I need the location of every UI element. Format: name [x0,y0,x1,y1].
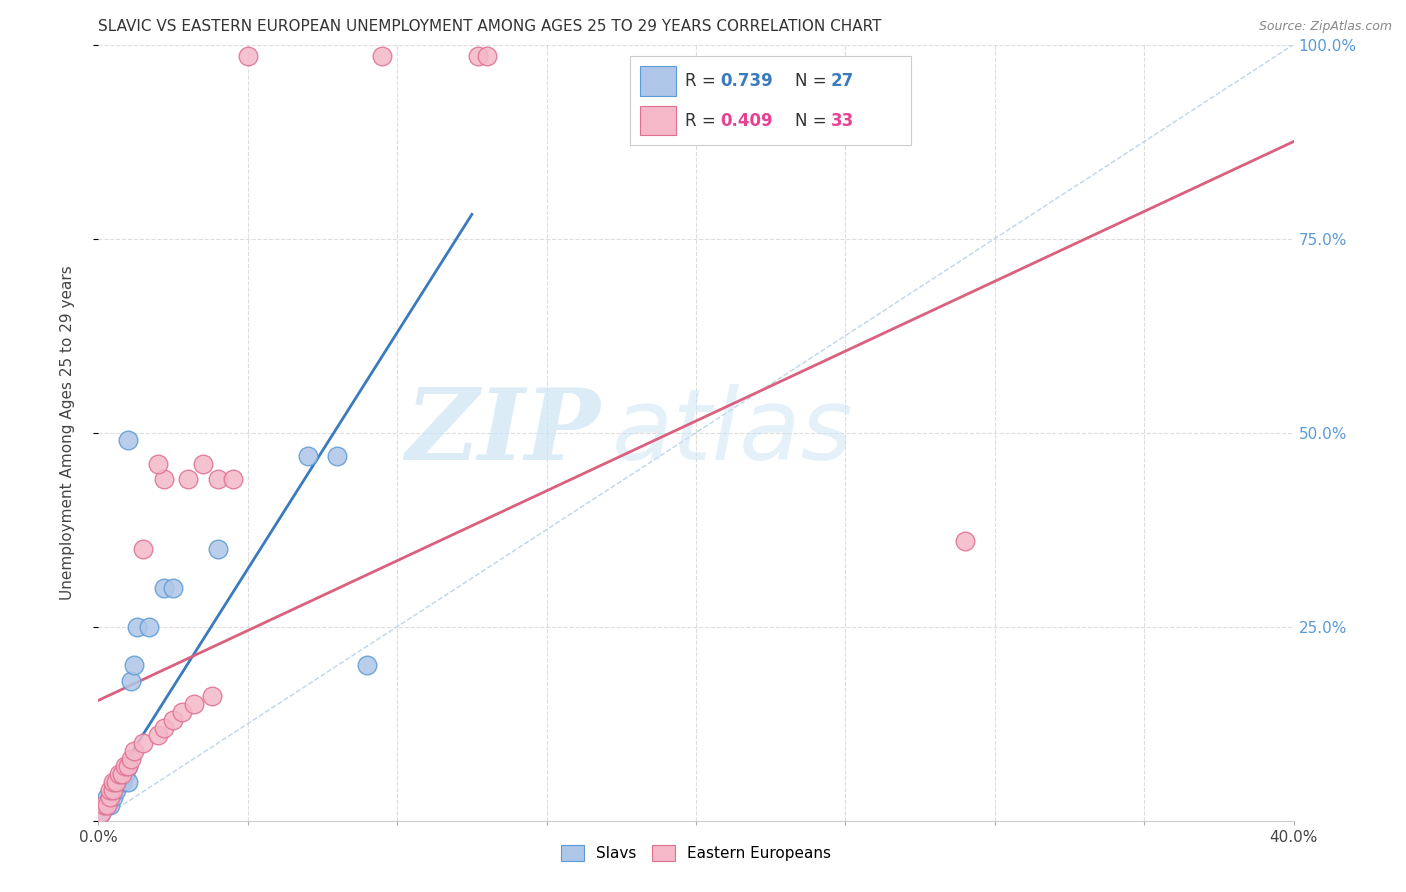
Point [127,620,149,634]
Point [172,705,194,719]
Y-axis label: Unemployment Among Ages 25 to 29 years: Unemployment Among Ages 25 to 29 years [60,265,75,600]
Point [124,658,146,673]
FancyBboxPatch shape [630,56,911,145]
Point [108,774,131,789]
Point [138,620,160,634]
Point [96,798,118,813]
Point [222,472,245,486]
Point [326,449,349,463]
Point [103,774,125,789]
Point [148,728,170,742]
Text: atlas: atlas [613,384,853,481]
Point [207,472,229,486]
Point [236,49,259,63]
Point [105,774,128,789]
Point [371,49,394,63]
Point [117,434,139,448]
Point [120,673,142,688]
Point [111,767,134,781]
Point [93,798,115,813]
Point [132,736,155,750]
Point [98,782,122,797]
Point [103,782,125,797]
Text: N =: N = [796,72,832,90]
Point [98,798,122,813]
FancyBboxPatch shape [640,106,676,136]
Point [114,759,136,773]
Point [117,759,139,773]
FancyBboxPatch shape [640,66,676,95]
Point [93,798,115,813]
Point [108,767,131,781]
Point [111,767,134,781]
Point [120,751,142,765]
Point [162,581,184,595]
Point [183,698,205,712]
Point [201,690,224,704]
Point [117,774,139,789]
Point [117,759,139,773]
Point [162,713,184,727]
Point [96,790,118,805]
Point [132,542,155,557]
Text: R =: R = [685,72,721,90]
Point [467,49,489,63]
Text: 0.739: 0.739 [720,72,773,90]
Point [177,472,200,486]
Point [111,774,134,789]
Point [105,782,128,797]
Point [103,790,125,805]
Point [153,472,176,486]
Text: 33: 33 [831,112,855,129]
Point [90,805,112,820]
Text: N =: N = [796,112,832,129]
Point [98,790,122,805]
Point [475,49,498,63]
Point [124,744,146,758]
Text: 27: 27 [831,72,855,90]
Point [953,534,976,549]
Point [356,658,378,673]
Point [114,767,136,781]
Text: SLAVIC VS EASTERN EUROPEAN UNEMPLOYMENT AMONG AGES 25 TO 29 YEARS CORRELATION CH: SLAVIC VS EASTERN EUROPEAN UNEMPLOYMENT … [98,19,882,34]
Text: Source: ZipAtlas.com: Source: ZipAtlas.com [1258,20,1392,33]
Point [98,790,122,805]
Point [105,774,128,789]
Point [191,457,214,471]
Point [153,721,176,735]
Point [96,798,118,813]
Text: 0.409: 0.409 [720,112,772,129]
Text: ZIP: ZIP [405,384,600,481]
Point [153,581,176,595]
Point [103,782,125,797]
Point [297,449,319,463]
Point [90,805,112,820]
Point [207,542,229,557]
Text: R =: R = [685,112,721,129]
Point [148,457,170,471]
Legend: Slavs, Eastern Europeans: Slavs, Eastern Europeans [555,839,837,867]
